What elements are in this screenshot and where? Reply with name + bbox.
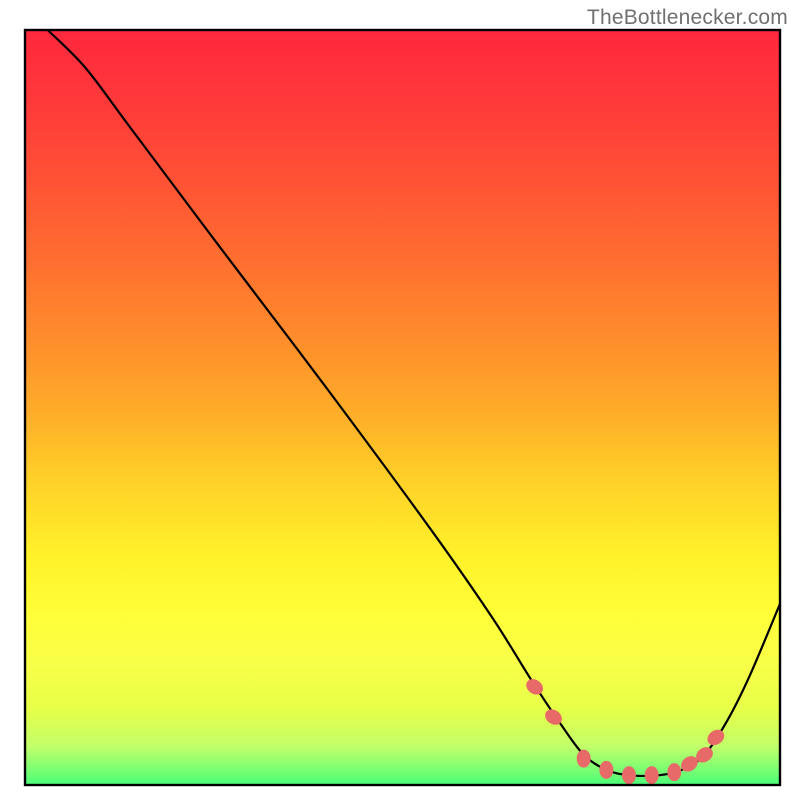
gradient-background — [25, 30, 780, 785]
attribution-text: TheBottlenecker.com — [587, 6, 788, 30]
curve-marker — [577, 750, 591, 768]
curve-marker — [645, 766, 659, 784]
chart-container: TheBottlenecker.com — [0, 0, 800, 800]
bottleneck-chart — [0, 0, 800, 800]
curve-marker — [622, 766, 636, 784]
curve-marker — [599, 761, 613, 779]
curve-marker — [667, 763, 681, 781]
